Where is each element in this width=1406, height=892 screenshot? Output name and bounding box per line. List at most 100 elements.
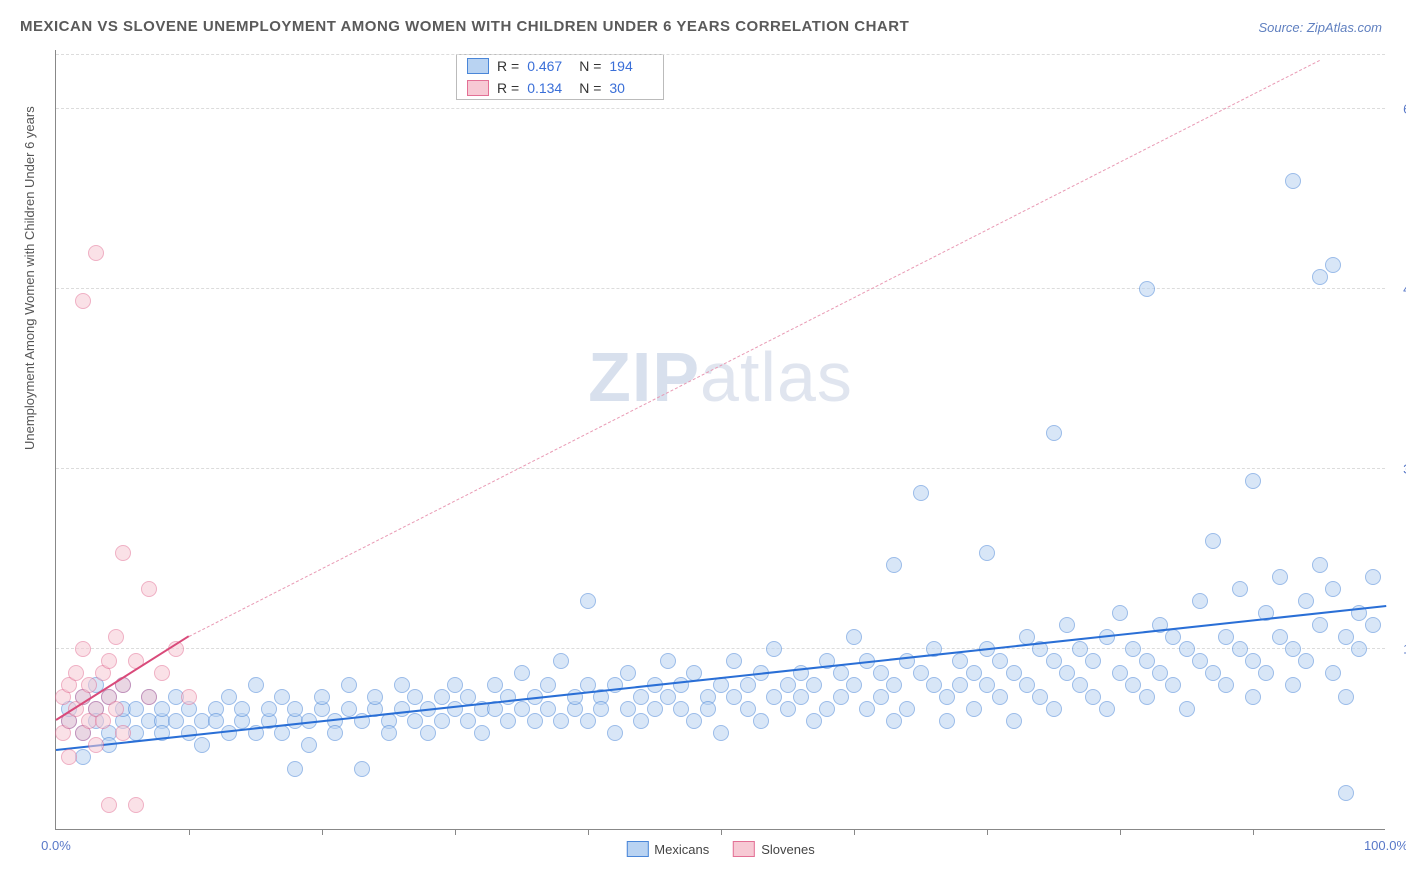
data-point [553, 653, 569, 669]
data-point [873, 665, 889, 681]
x-tick-label: 0.0% [41, 838, 71, 853]
data-point [527, 713, 543, 729]
data-point [154, 665, 170, 681]
data-point [1059, 617, 1075, 633]
data-point [1085, 689, 1101, 705]
data-point [833, 665, 849, 681]
data-point [141, 689, 157, 705]
data-point [859, 701, 875, 717]
legend-item: Slovenes [733, 841, 814, 857]
data-point [434, 689, 450, 705]
data-point [966, 701, 982, 717]
data-point [1179, 701, 1195, 717]
data-point [1245, 653, 1261, 669]
data-point [108, 701, 124, 717]
data-point [1272, 629, 1288, 645]
data-point [673, 677, 689, 693]
scatter-plot-area: ZIPatlas R =0.467N =194R =0.134N =30 Mex… [55, 50, 1385, 830]
data-point [1085, 653, 1101, 669]
data-point [381, 725, 397, 741]
data-point [793, 689, 809, 705]
data-point [979, 545, 995, 561]
data-point [846, 677, 862, 693]
data-point [1192, 653, 1208, 669]
data-point [1192, 593, 1208, 609]
data-point [1152, 665, 1168, 681]
data-point [1205, 533, 1221, 549]
x-minor-tick [987, 829, 988, 835]
data-point [1232, 641, 1248, 657]
data-point [673, 701, 689, 717]
legend-swatch [467, 58, 489, 74]
data-point [580, 713, 596, 729]
data-point [1125, 677, 1141, 693]
gridline-horizontal [56, 108, 1385, 109]
data-point [1285, 677, 1301, 693]
data-point [181, 689, 197, 705]
data-point [314, 689, 330, 705]
data-point [500, 713, 516, 729]
data-point [939, 713, 955, 729]
legend-label: Mexicans [654, 842, 709, 857]
data-point [108, 629, 124, 645]
data-point [593, 701, 609, 717]
data-point [913, 665, 929, 681]
data-point [1338, 785, 1354, 801]
data-point [633, 689, 649, 705]
data-point [886, 713, 902, 729]
data-point [1285, 641, 1301, 657]
data-point [101, 653, 117, 669]
data-point [540, 677, 556, 693]
data-point [1325, 581, 1341, 597]
data-point [726, 689, 742, 705]
stat-n-value: 30 [609, 80, 653, 96]
gridline-horizontal [56, 468, 1385, 469]
data-point [819, 701, 835, 717]
data-point [394, 677, 410, 693]
data-point [1112, 605, 1128, 621]
data-point [1046, 425, 1062, 441]
data-point [75, 293, 91, 309]
data-point [128, 701, 144, 717]
data-point [1365, 569, 1381, 585]
x-minor-tick [1253, 829, 1254, 835]
stats-row: R =0.134N =30 [457, 77, 663, 99]
data-point [367, 689, 383, 705]
data-point [274, 725, 290, 741]
data-point [1139, 689, 1155, 705]
data-point [1046, 701, 1062, 717]
data-point [327, 725, 343, 741]
stat-r-label: R = [497, 80, 519, 96]
data-point [88, 737, 104, 753]
data-point [766, 641, 782, 657]
data-point [1019, 677, 1035, 693]
data-point [1298, 593, 1314, 609]
data-point [939, 689, 955, 705]
data-point [1046, 653, 1062, 669]
trend-line [189, 60, 1320, 637]
data-point [287, 701, 303, 717]
data-point [913, 485, 929, 501]
data-point [1258, 665, 1274, 681]
data-point [1112, 665, 1128, 681]
data-point [979, 677, 995, 693]
data-point [261, 701, 277, 717]
data-point [660, 653, 676, 669]
stat-n-value: 194 [609, 58, 653, 74]
data-point [1245, 689, 1261, 705]
data-point [460, 689, 476, 705]
data-point [966, 665, 982, 681]
data-point [1125, 641, 1141, 657]
data-point [1032, 689, 1048, 705]
data-point [115, 725, 131, 741]
data-point [740, 677, 756, 693]
data-point [141, 581, 157, 597]
data-point [1179, 641, 1195, 657]
data-point [1006, 713, 1022, 729]
data-point [301, 737, 317, 753]
data-point [474, 725, 490, 741]
data-point [647, 701, 663, 717]
data-point [487, 677, 503, 693]
data-point [68, 665, 84, 681]
data-point [1072, 677, 1088, 693]
